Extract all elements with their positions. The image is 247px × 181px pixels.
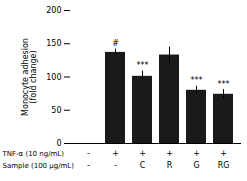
svg-text:Monocyte adhesion(fold change): Monocyte adhesion(fold change) [21, 38, 38, 116]
svg-text:TNF-α (10 ng/mL): TNF-α (10 ng/mL) [2, 150, 65, 158]
svg-text:-: - [114, 161, 117, 170]
svg-text:0: 0 [56, 139, 61, 148]
svg-text:RG: RG [218, 161, 230, 170]
svg-text:-: - [87, 161, 90, 170]
svg-text:#: # [112, 39, 119, 48]
svg-text:G: G [193, 161, 199, 170]
svg-text:+: + [220, 149, 227, 158]
svg-text:+: + [139, 149, 146, 158]
svg-text:C: C [140, 161, 146, 170]
svg-text:***: *** [191, 76, 203, 85]
svg-text:150: 150 [46, 39, 61, 48]
svg-text:R: R [167, 161, 173, 170]
svg-text:-: - [87, 149, 90, 158]
svg-text:100: 100 [46, 73, 61, 82]
svg-text:Sample (100 μg/mL): Sample (100 μg/mL) [3, 162, 75, 170]
svg-text:200: 200 [46, 6, 61, 15]
svg-text:+: + [166, 149, 173, 158]
svg-text:+: + [112, 149, 119, 158]
svg-text:+: + [193, 149, 200, 158]
svg-text:***: *** [137, 61, 149, 70]
svg-text:50: 50 [51, 106, 61, 115]
svg-text:***: *** [218, 80, 230, 89]
